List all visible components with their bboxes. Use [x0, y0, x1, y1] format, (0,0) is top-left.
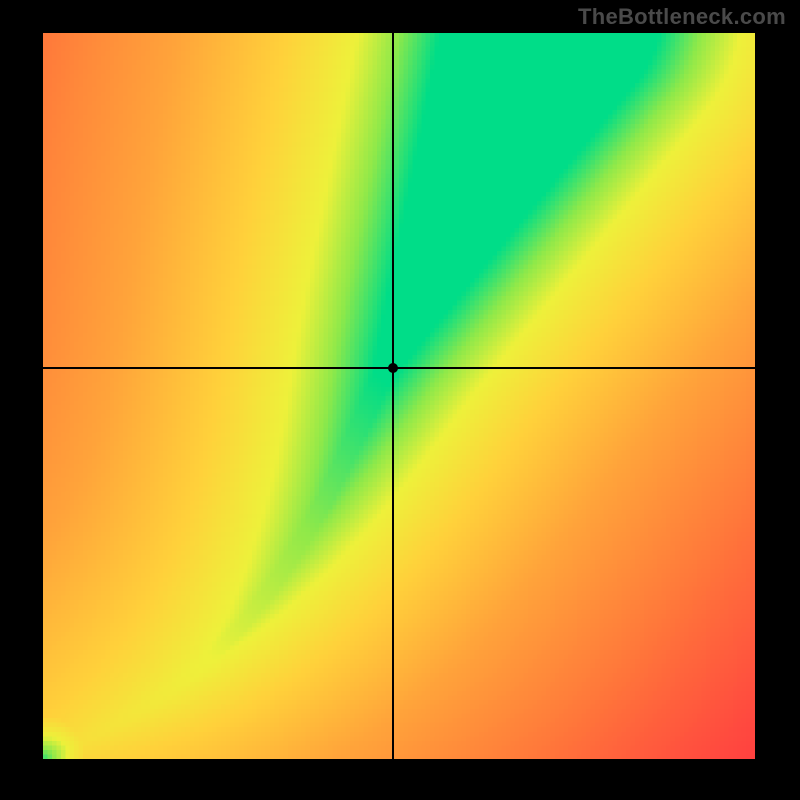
bottleneck-heatmap: [43, 33, 755, 759]
crosshair-marker-dot: [388, 363, 398, 373]
crosshair-vertical-line: [392, 33, 394, 759]
watermark-text: TheBottleneck.com: [578, 4, 786, 30]
crosshair-horizontal-line: [43, 367, 755, 369]
